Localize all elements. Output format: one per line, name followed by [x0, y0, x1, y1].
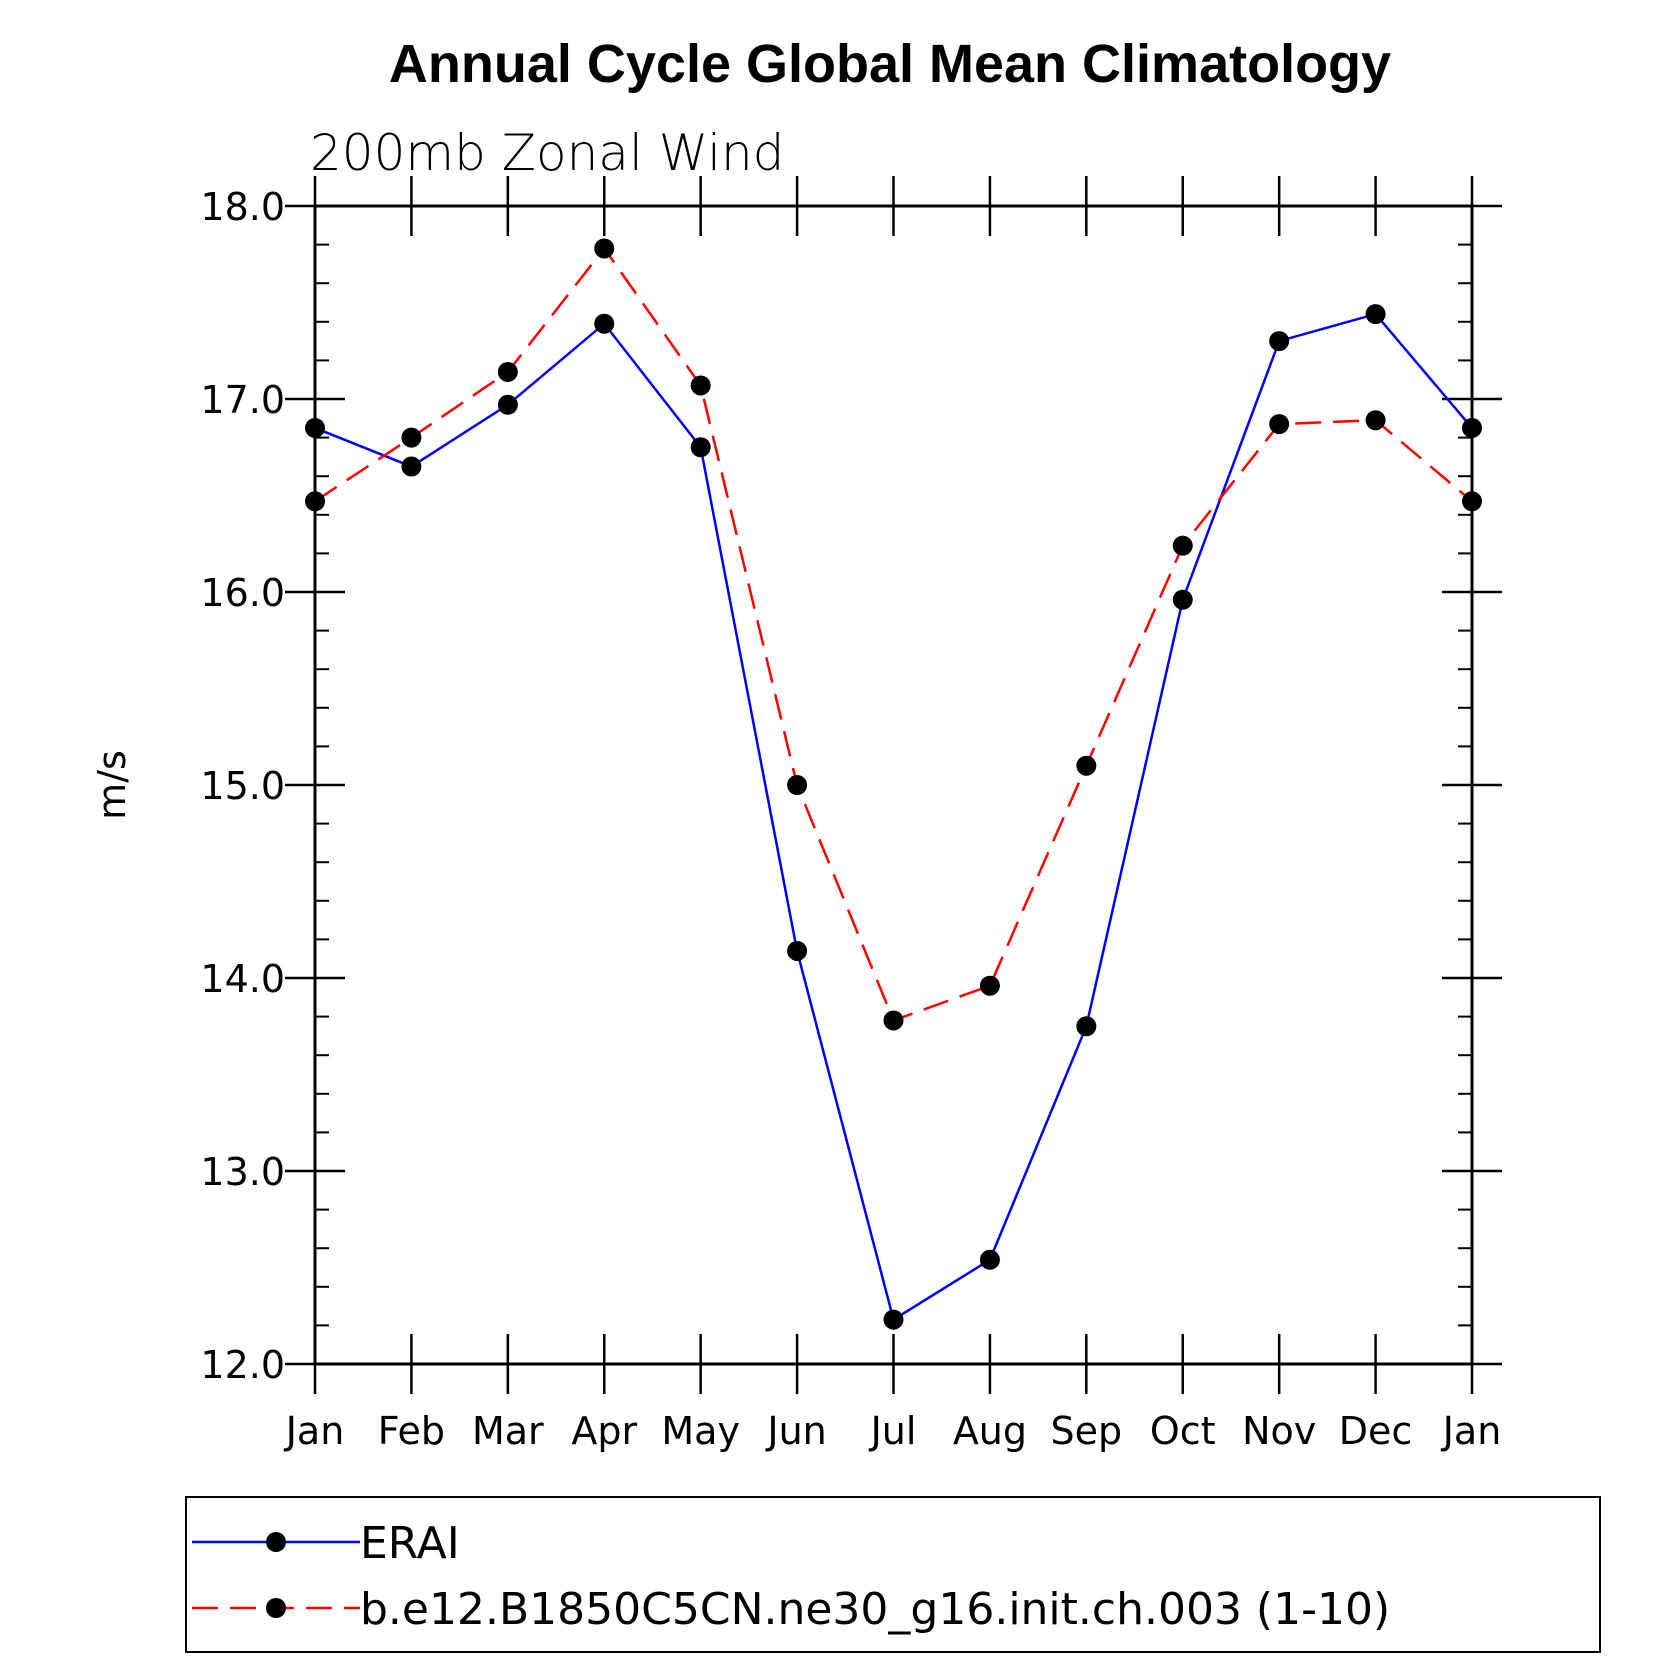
series-line-0	[314, 312, 1473, 1322]
y-tick-label: 16.0	[200, 571, 285, 615]
data-point-s0-2	[497, 394, 518, 415]
chart-subtitle: 200mb Zonal Wind	[310, 124, 784, 182]
data-point-s1-10	[1269, 414, 1290, 435]
data-point-s1-9	[1172, 535, 1193, 556]
axis-ticks	[285, 176, 1502, 1394]
y-tick-label: 13.0	[200, 1150, 285, 1194]
x-tick-label: Dec	[1339, 1409, 1413, 1453]
x-tick-label: Jan	[1441, 1409, 1502, 1453]
x-tick-label: Jan	[284, 1409, 345, 1453]
data-point-s0-1	[401, 456, 422, 477]
x-tick-label: Jun	[765, 1409, 826, 1453]
data-point-s0-8	[1076, 1016, 1097, 1037]
data-point-s1-5	[787, 775, 808, 795]
data-point-s0-5	[787, 940, 808, 961]
x-tick-label: Sep	[1051, 1409, 1123, 1453]
y-tick-label: 14.0	[200, 957, 285, 1001]
series-group	[305, 238, 1482, 1330]
data-point-s1-7	[979, 975, 1000, 996]
x-tick-label: Nov	[1242, 1409, 1316, 1453]
y-tick-label: 15.0	[200, 764, 285, 808]
data-point-s0-6	[883, 1309, 904, 1330]
data-point-s0-10	[1269, 331, 1290, 352]
data-point-s1-3	[594, 238, 615, 259]
data-point-s0-9	[1172, 589, 1193, 610]
x-tick-labels: Jan Feb Mar Apr May Jun Jul Aug Sep Oct Nov Dec Jan	[284, 1409, 1502, 1453]
data-point-s1-8	[1076, 755, 1097, 776]
data-point-s0-4	[690, 437, 711, 458]
data-point-s0-7	[979, 1249, 1000, 1270]
legend: ERAI b.e12.B1850C5CN.ne30_g16.init.ch.003…	[185, 1496, 1601, 1653]
y-tick-label: 18.0	[200, 185, 285, 229]
x-tick-label: Oct	[1150, 1409, 1216, 1453]
x-tick-label: May	[661, 1409, 740, 1453]
plot-frame	[313, 204, 1474, 1366]
data-point-s1-1	[401, 427, 422, 448]
y-tick-label: 17.0	[200, 378, 285, 422]
legend-marker-1	[266, 1598, 286, 1618]
legend-marker-0	[266, 1532, 286, 1552]
data-point-s1-2	[497, 361, 518, 382]
x-tick-label: Apr	[571, 1409, 637, 1453]
data-point-s1-4	[690, 375, 711, 396]
legend-label-0: ERAI	[360, 1518, 460, 1569]
x-tick-label: Aug	[953, 1409, 1027, 1453]
data-point-s0-11	[1365, 304, 1386, 325]
x-tick-label: Jul	[869, 1409, 917, 1453]
data-point-s0-3	[594, 313, 615, 334]
y-axis-label: m/s	[90, 750, 134, 820]
data-point-s1-11	[1365, 410, 1386, 431]
y-tick-label: 12.0	[200, 1343, 285, 1387]
legend-box	[185, 1496, 1601, 1653]
legend-label-1: b.e12.B1850C5CN.ne30_g16.init.ch.003 (1-…	[360, 1584, 1390, 1635]
series-line-1	[314, 246, 1473, 1023]
chart-title: Annual Cycle Global Mean Climatology	[389, 34, 1391, 94]
y-tick-labels: 12.0 13.0 14.0 15.0 16.0 17.0 18.0	[200, 185, 285, 1387]
x-tick-label: Feb	[378, 1409, 445, 1453]
x-tick-label: Mar	[472, 1409, 544, 1453]
data-point-s1-6	[883, 1010, 904, 1031]
